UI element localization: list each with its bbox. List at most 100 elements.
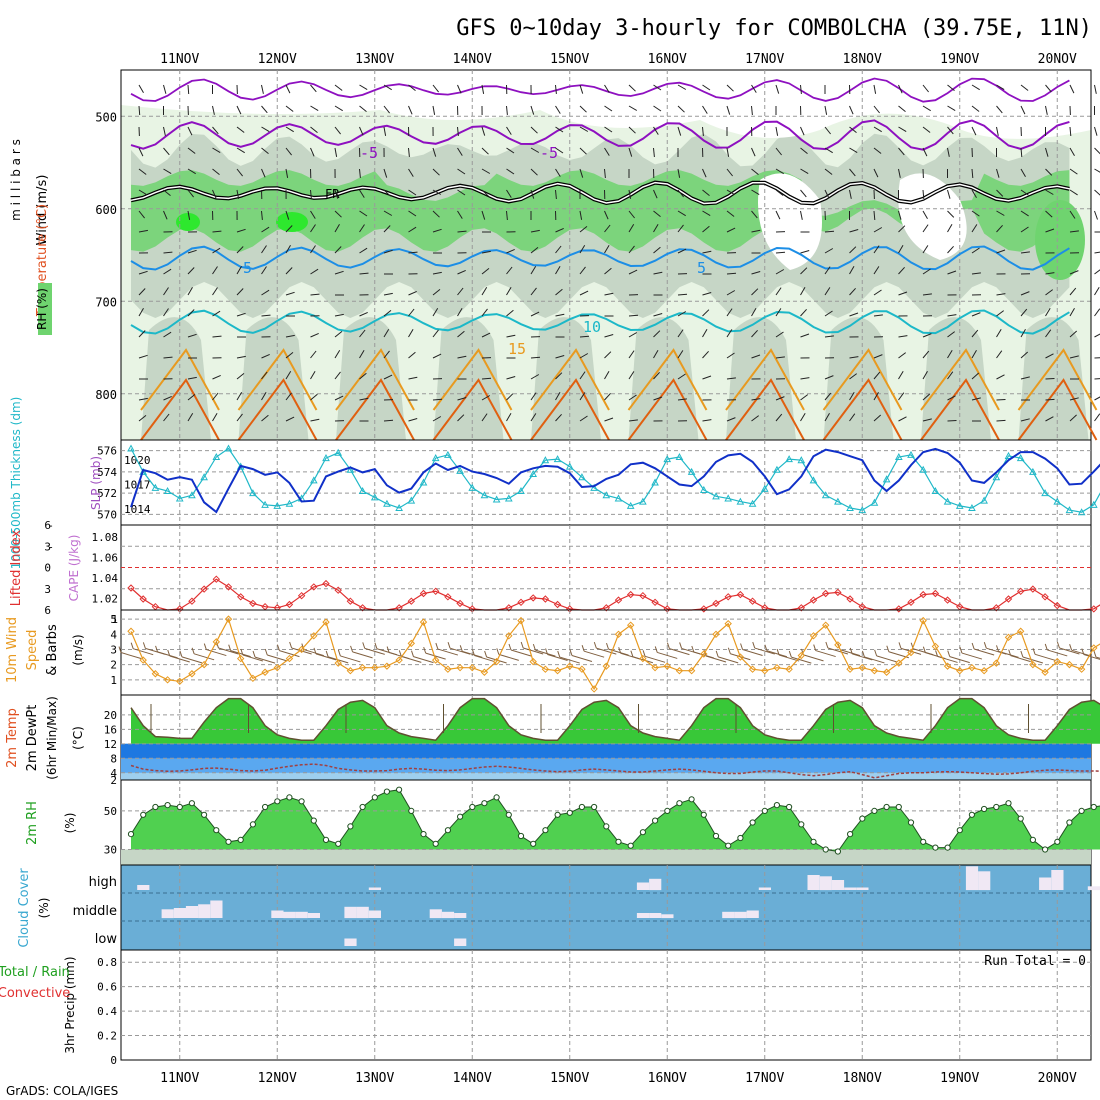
rh2m-point [603,823,610,830]
wind-speed-point [1077,665,1086,673]
isotherm-20 [140,378,220,441]
wind-barb [1045,378,1055,380]
rh2m-point [298,798,305,805]
isotherm-15 [1017,348,1098,411]
wind-speed-point [212,638,221,646]
wind-barb [555,372,563,380]
wind-barb [138,354,148,359]
thickness-point [687,467,696,475]
wind-barb [432,398,443,401]
wind-barb [163,331,172,338]
wind-barb [1094,189,1100,196]
wind-barb [775,189,784,196]
wind10m-barb [462,650,483,658]
wind-barb [212,392,219,401]
wind-barb [457,355,467,359]
thickness-point [736,497,745,505]
wind-barb [359,329,366,338]
wind10m-barb-tick [898,642,902,649]
wind-barb [947,314,957,317]
wind-speed-point [614,630,623,638]
wind-barb [751,415,760,422]
rh2m-point [1005,800,1012,807]
pressure-axis-label: m i l l i b a r s [9,139,23,221]
rh2m-point [493,794,500,801]
wind-barb [212,266,218,275]
wind-barb [457,189,466,196]
wind-barb [555,313,565,317]
wind-barb [408,105,413,115]
wind10m-barb-tick [264,648,268,656]
wind-barb [898,225,906,233]
wind-barb [849,287,856,296]
wind-barb [408,84,416,91]
wind10m-barb [340,655,361,663]
wind-barb [628,84,636,92]
wind-barb [236,265,242,275]
wind-barb [310,350,317,359]
wind-barb [996,249,1006,254]
thickness-point [1065,506,1074,514]
cloud-label-units: (%) [37,898,51,919]
wind-barb [408,251,418,254]
wind-barb [800,377,810,380]
wind-barb [653,313,663,317]
thickness-axis-label: 1000-500mb Thickness (dm) [9,397,23,570]
wind10m-barb-tick [691,645,695,653]
rh2m-point [408,807,415,815]
wind-barb [628,147,633,157]
cloud-bar-high [1087,886,1100,891]
wind-barb [481,287,488,296]
wind-barb [1094,147,1100,155]
rh2m-point [396,786,403,793]
wind-speed-point [310,632,318,640]
rh2m-point [176,803,183,811]
wind-barb [1094,251,1100,254]
thickness-point [1016,454,1025,462]
rh-lobe [531,317,601,440]
wind-barb [481,147,489,155]
wind10m-barb [1034,653,1056,661]
contour-label-5: 5 [697,259,706,277]
wind-barb [1069,147,1075,157]
thickness-point [175,494,184,502]
wind-barb [408,168,414,177]
wind-barb [824,248,834,254]
wind-tick-3: 3 [110,643,117,656]
wind-barb [261,414,269,422]
pressure-tick-500: 500 [95,110,117,124]
wind-barb [138,105,141,116]
wind-barb [530,147,540,153]
wind-barb [334,147,338,157]
cloud-bar-middle [636,913,650,918]
wind-barb [530,168,538,176]
wind-barb [898,371,904,380]
wind-speed-point [395,656,403,664]
wind10m-barb-tick [557,650,561,658]
wind-barb [579,105,587,113]
thickness-point [834,497,842,505]
wind-barb [824,412,830,422]
lifted-index-point [931,589,940,598]
wind-barb [873,147,882,154]
wind-barb [996,399,1006,401]
wind-barb [1094,84,1097,94]
wind10m-barb [206,649,227,657]
wind-barb [359,84,368,91]
temp-tick-4: 4 [110,767,117,780]
wind-barb [310,147,315,157]
rh2m-point [420,831,427,838]
wind10m-barb [437,648,459,656]
lifted-index-point [614,596,623,604]
wind-barb [163,189,171,196]
wind10m-barb [632,656,654,664]
thickness-point [894,452,903,460]
wind10m-barb-tick [947,650,951,657]
wind10m-barb [547,654,568,661]
wind10m-barb [364,647,385,655]
thickness-point [444,450,452,458]
thickness-point [955,501,964,509]
wind-barb [800,250,810,254]
wind-barb [1069,414,1077,422]
thickness-point [699,485,708,493]
